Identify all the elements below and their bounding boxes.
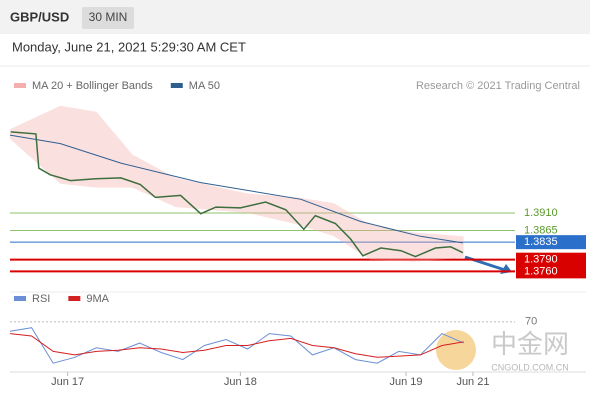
level-label: 1.3835	[524, 236, 558, 248]
watermark-site: CNGOLD.COM.CN	[491, 362, 569, 372]
x-tick-label: Jun 18	[224, 376, 257, 388]
level-label-box	[516, 252, 586, 267]
x-tick-label: Jun 17	[51, 376, 84, 388]
series-line	[9, 134, 463, 244]
symbol: GBP/USD	[10, 9, 69, 24]
legend-label: RSI	[32, 293, 50, 305]
interval-box[interactable]	[82, 7, 134, 29]
x-tick-label: Jun 19	[389, 376, 422, 388]
watermark-logo	[436, 330, 476, 370]
legend-label: MA 50	[189, 80, 220, 92]
level-label-box	[516, 235, 586, 250]
series-line	[9, 333, 464, 358]
credit: Research © 2021 Trading Central	[416, 80, 580, 92]
legend-swatch	[170, 83, 183, 88]
legend-label: MA 20 + Bollinger Bands	[32, 80, 153, 92]
series-line	[9, 327, 464, 364]
interval[interactable]: 30 MIN	[89, 10, 128, 24]
level-label: 1.3760	[524, 265, 558, 277]
legend-label: 9MA	[86, 293, 109, 305]
level-label: 1.3910	[524, 207, 558, 219]
timestamp: Monday, June 21, 2021 5:29:30 AM CET	[12, 39, 246, 54]
level-label-box	[516, 264, 586, 279]
watermark-brand: 中金网	[491, 329, 569, 359]
x-tick-label: Jun 21	[456, 376, 489, 388]
legend-swatch	[14, 83, 26, 88]
bollinger-band	[10, 105, 464, 262]
level-label: 1.3790	[524, 254, 558, 266]
level-label: 1.3865	[524, 224, 558, 236]
series-line	[10, 131, 464, 258]
y-tick-label: 70	[525, 316, 537, 328]
legend-swatch	[68, 296, 81, 301]
legend-swatch	[14, 296, 26, 301]
